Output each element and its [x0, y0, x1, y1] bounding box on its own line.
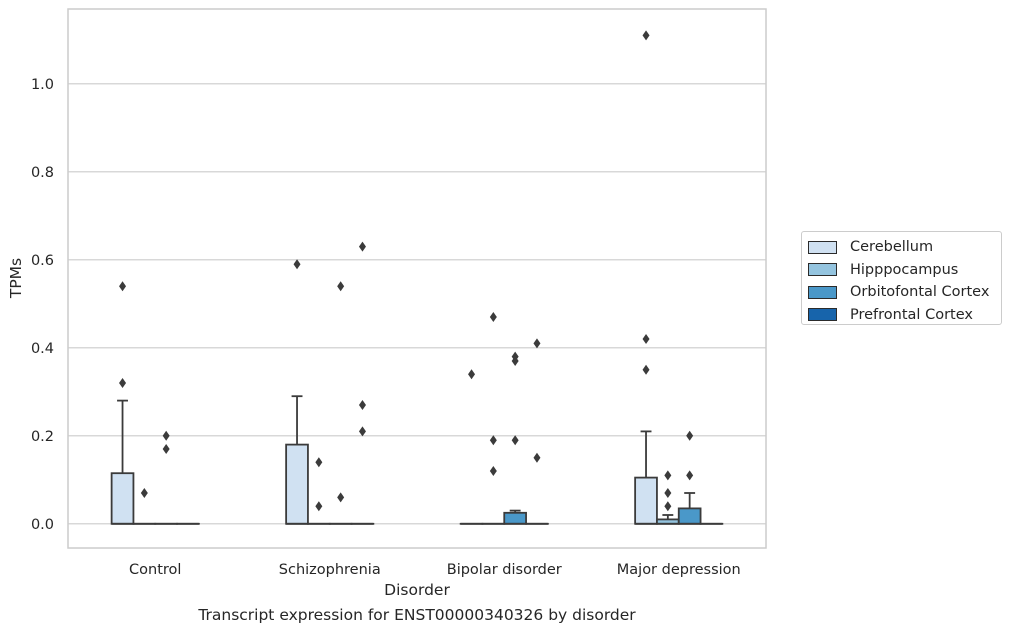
y-tick-label: 0.2: [31, 429, 54, 445]
outlier-point: [533, 452, 541, 463]
outlier-point: [686, 470, 694, 481]
box-0-2: [459, 369, 484, 525]
outlier-point: [489, 466, 497, 476]
legend-item: Cerebellum: [808, 236, 1001, 259]
outlier-point: [358, 400, 366, 410]
outlier-point: [119, 378, 127, 388]
plot-area: [110, 30, 724, 525]
y-tick-label: 0.6: [31, 253, 54, 269]
legend-swatch: [808, 263, 837, 277]
box-1-0: [132, 488, 157, 525]
x-tick-label: Schizophrenia: [279, 562, 381, 578]
box-3-1: [350, 241, 375, 525]
outlier-point: [642, 364, 650, 375]
x-axis-ticks: Control Schizophrenia Bipolar disorder Majo…: [129, 562, 741, 578]
x-tick-label: Major depression: [617, 562, 741, 578]
box-0-3: [634, 30, 658, 525]
outlier-point: [468, 369, 476, 380]
box-2-3: [677, 430, 702, 525]
y-tick-label: 1.0: [31, 77, 54, 93]
box-body: [634, 476, 658, 525]
legend-label: Orbitofontal Cortex: [850, 284, 990, 301]
y-tick-label: 0.0: [31, 517, 54, 533]
legend-item: Hipppocampus: [808, 259, 1001, 282]
legend-swatch: [808, 240, 837, 254]
y-tick-label: 0.4: [31, 341, 54, 357]
legend-label: Prefrontal Cortex: [850, 306, 973, 323]
chart-caption: Transcript expression for ENST0000034032…: [198, 606, 636, 624]
outlier-point: [119, 281, 127, 292]
outlier-point: [315, 501, 323, 512]
box-3-2: [525, 338, 549, 525]
box-body: [503, 511, 527, 525]
box-body: [285, 443, 309, 525]
outlier-point: [337, 281, 345, 292]
outlier-point: [293, 259, 301, 270]
legend-item: Orbitofontal Cortex: [808, 281, 1001, 304]
outlier-point: [533, 338, 541, 349]
box-body: [677, 507, 702, 525]
outlier-point: [664, 501, 672, 512]
outlier-point: [664, 470, 672, 481]
legend-label: Cerebellum: [850, 239, 934, 256]
box-0-0: [110, 281, 135, 525]
box-0-1: [285, 259, 309, 525]
outlier-point: [140, 488, 148, 498]
outlier-point: [511, 435, 519, 446]
legend-swatch: [808, 308, 837, 322]
outlier-point: [337, 492, 345, 503]
box-2-0: [154, 430, 178, 525]
outlier-point: [162, 430, 170, 441]
outlier-point: [489, 435, 497, 446]
box-body: [110, 472, 135, 525]
legend-swatch: [808, 285, 837, 299]
y-tick-label: 0.8: [31, 165, 54, 181]
legend: Cerebellum Hipppocampus Orbitofontal Corte…: [801, 231, 1002, 325]
gridlines: [68, 83, 766, 525]
x-tick-label: Control: [129, 562, 181, 578]
outlier-point: [511, 351, 519, 362]
box-2-2: [503, 351, 527, 525]
outlier-point: [686, 430, 694, 441]
outlier-point: [642, 30, 650, 41]
x-tick-label: Bipolar disorder: [447, 562, 562, 578]
x-axis-label: Disorder: [384, 581, 450, 599]
y-axis-label: TPMs: [7, 258, 25, 299]
y-axis-ticks: 0.0 0.2 0.4 0.6 0.8 1.0: [31, 77, 54, 533]
legend-item: Prefrontal Cortex: [808, 304, 1001, 327]
outlier-point: [358, 241, 366, 252]
outlier-point: [358, 426, 366, 437]
box-1-2: [481, 312, 506, 525]
outlier-point: [642, 334, 650, 344]
box-2-1: [328, 281, 353, 525]
outlier-point: [315, 457, 323, 468]
outlier-point: [489, 312, 497, 322]
legend-label: Hipppocampus: [850, 261, 959, 278]
outlier-point: [664, 488, 672, 498]
box-1-3: [656, 470, 680, 525]
box-1-1: [307, 457, 331, 525]
axes-frame: [67, 8, 767, 549]
outlier-point: [162, 444, 170, 454]
